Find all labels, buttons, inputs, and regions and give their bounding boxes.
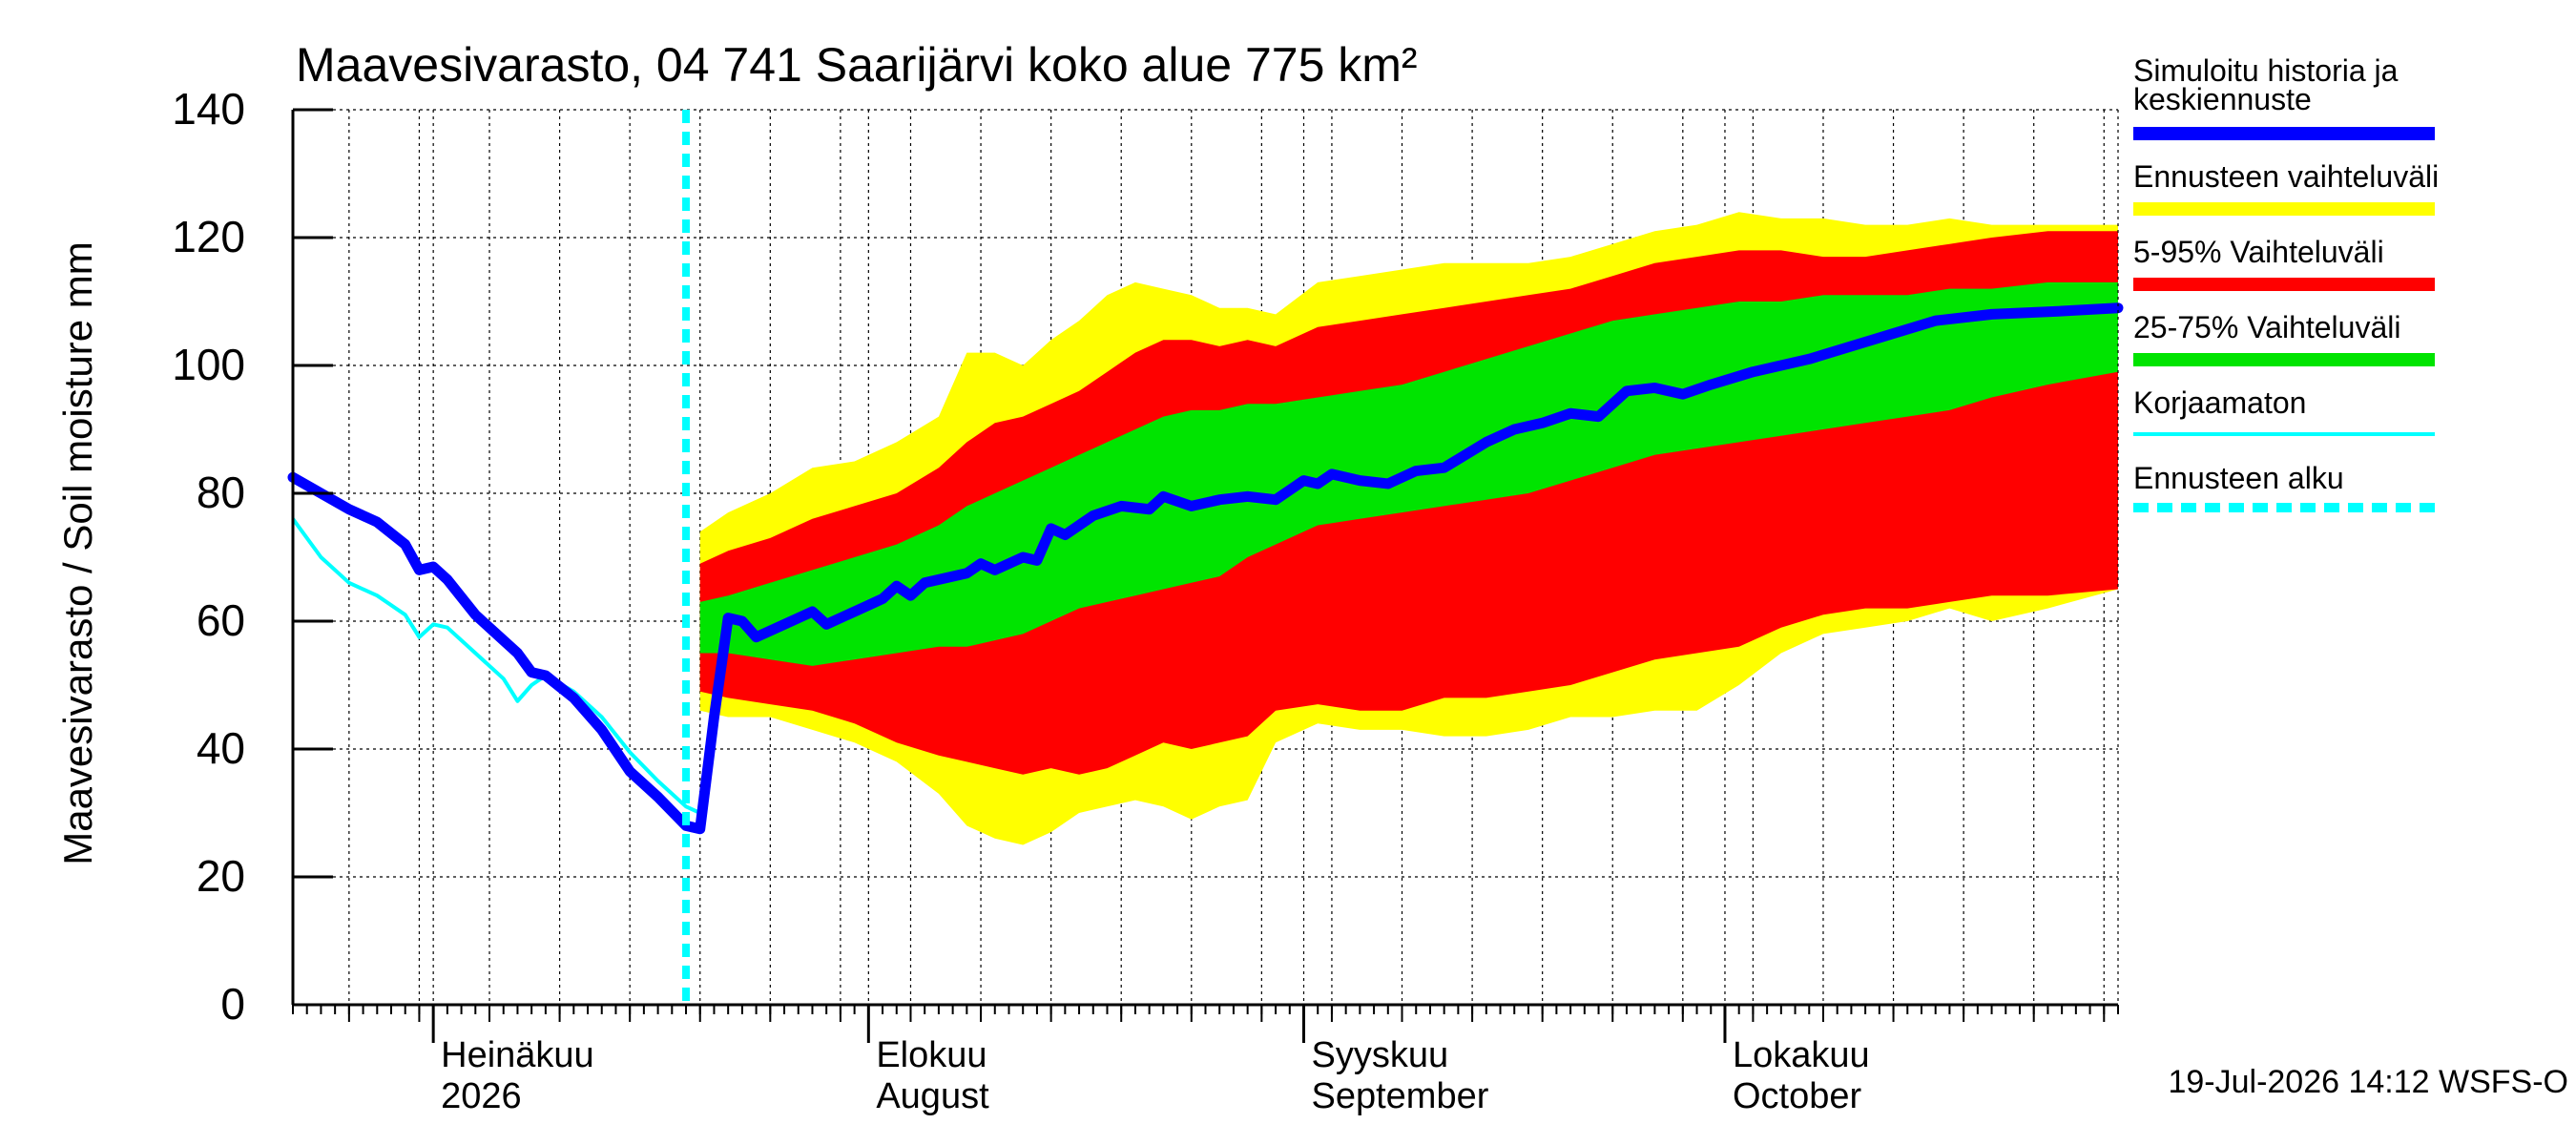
y-tick-label: 140	[172, 84, 245, 134]
x-month-label: Elokuu	[876, 1035, 987, 1075]
x-month-sublabel: September	[1312, 1076, 1489, 1116]
y-axis-label: Maavesivarasto / Soil moisture mm	[55, 241, 100, 865]
y-tick-label: 0	[220, 979, 245, 1029]
x-month-label: Lokakuu	[1733, 1035, 1870, 1075]
legend-label: Ennusteen vaihteluväli	[2133, 159, 2439, 194]
footer-timestamp: 19-Jul-2026 14:12 WSFS-O	[2168, 1064, 2568, 1100]
legend-label: Korjaamaton	[2133, 385, 2306, 420]
x-month-sublabel: 2026	[441, 1076, 522, 1116]
y-tick-label: 40	[197, 723, 245, 773]
x-month-label: Syyskuu	[1312, 1035, 1449, 1075]
legend-label: 5-95% Vaihteluväli	[2133, 235, 2384, 269]
x-month-label: Heinäkuu	[441, 1035, 594, 1075]
y-tick-label: 80	[197, 468, 245, 517]
series-line-keskiennuste	[287, 302, 2124, 835]
series-line-korjaamaton	[291, 517, 701, 815]
y-tick-label: 100	[172, 340, 245, 389]
legend-label: 25-75% Vaihteluväli	[2133, 310, 2400, 344]
legend-label: Simuloitu historia ja	[2133, 53, 2399, 88]
legend-label: keskiennuste	[2133, 82, 2312, 116]
y-tick-label: 20	[197, 851, 245, 901]
x-month-sublabel: August	[876, 1076, 989, 1116]
chart-title: Maavesivarasto, 04 741 Saarijärvi koko a…	[296, 38, 1418, 92]
y-tick-label: 120	[172, 212, 245, 261]
legend-label: Ennusteen alku	[2133, 461, 2344, 495]
y-tick-label: 60	[197, 595, 245, 645]
x-month-sublabel: October	[1733, 1076, 1862, 1116]
series-lines	[287, 110, 2124, 1005]
